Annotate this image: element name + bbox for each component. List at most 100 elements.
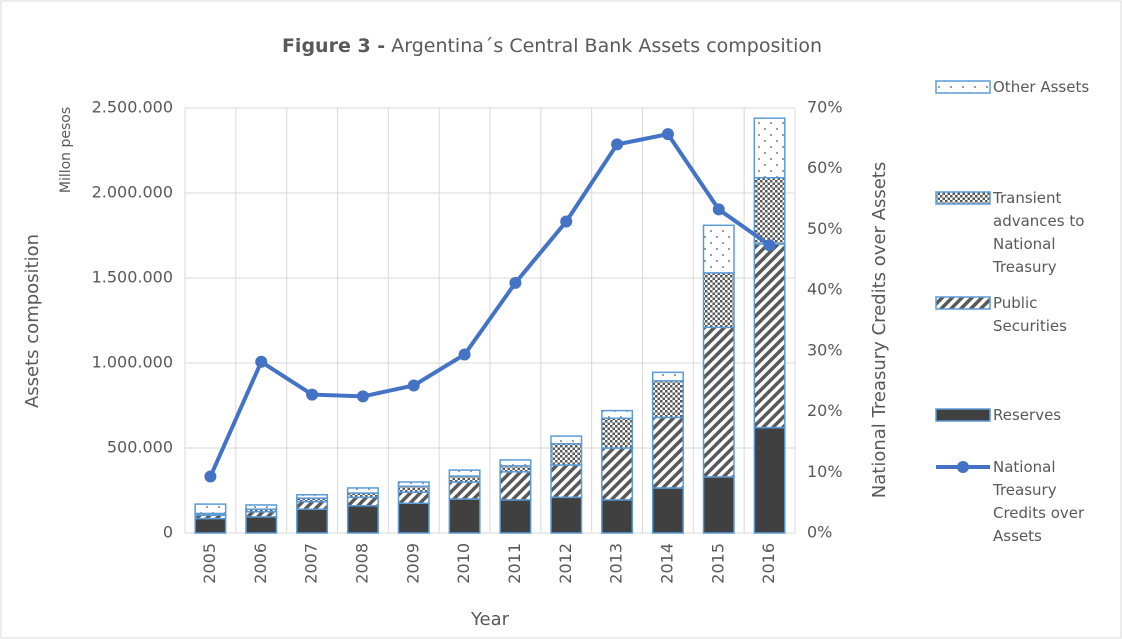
y2-tick-label: 0% [807, 523, 832, 542]
bar-segment [753, 176, 786, 245]
chart-title-group: Figure 3 - Argentina´s Central Bank Asse… [282, 35, 822, 57]
x-tick-label: 2015 [708, 543, 727, 584]
bar-segment [448, 475, 481, 483]
bar-segment [702, 476, 735, 534]
y2-tick-label: 60% [807, 158, 843, 177]
x-tick-label: 2010 [454, 543, 473, 584]
y2-tick-label: 50% [807, 219, 843, 238]
y2-tick-label: 10% [807, 462, 843, 481]
bar-segment [702, 272, 735, 329]
bar-segment [702, 326, 735, 478]
x-tick-label: 2008 [352, 543, 371, 584]
x-tick-label: 2007 [302, 543, 321, 584]
bar-segment [448, 481, 481, 500]
line-marker [509, 276, 522, 289]
x-tick-label: 2012 [556, 543, 575, 584]
bar-segment [499, 471, 532, 501]
line-marker [661, 128, 674, 141]
legend-entry: National Treasury Credits over Assets [993, 458, 1085, 545]
legend-swatch [935, 191, 991, 205]
line-marker [712, 203, 725, 216]
legend-entry: Transient advances to National Treasury [993, 189, 1085, 276]
bar-segment [296, 500, 329, 510]
line-marker [306, 388, 319, 401]
legend-swatch [935, 80, 991, 94]
bar-segment [499, 465, 532, 473]
line-marker [560, 215, 573, 228]
bar-segment [448, 469, 481, 477]
y-tick-label: 1.500.000 [92, 268, 173, 287]
bar-segment [448, 498, 481, 534]
bar-segment [550, 496, 583, 534]
bar-segment [397, 491, 430, 505]
y-axis-label: Assets composition [22, 234, 43, 408]
y2-tick-label: 70% [807, 98, 843, 117]
y2-tick-label: 30% [807, 340, 843, 359]
line-marker [611, 138, 624, 151]
y2-tick-label: 40% [807, 280, 843, 299]
y-tick-label: 2.500.000 [92, 98, 173, 117]
bar-segment [499, 459, 532, 467]
x-tick-label: 2013 [607, 543, 626, 584]
bar-segment [753, 426, 786, 534]
bar-segment [245, 516, 278, 534]
x-axis-label: Year [470, 609, 510, 630]
y2-axis-label: National Treasury Credits over Assets [869, 162, 890, 498]
line-marker [763, 239, 776, 252]
bar-segment [601, 417, 634, 449]
chart-title-prefix: Figure 3 - [282, 35, 385, 57]
bar-segment [245, 504, 278, 510]
x-tick-label: 2009 [403, 543, 422, 584]
line-marker [255, 355, 268, 368]
bar-segment [651, 416, 684, 489]
bar-segment [296, 494, 329, 499]
bar-segment [651, 487, 684, 534]
legend-entry: Public Securities [993, 294, 1067, 335]
y2-tick-label: 20% [807, 401, 843, 420]
legend-swatch [935, 408, 991, 422]
bar-segment [346, 496, 379, 507]
bar-segment [194, 517, 227, 534]
legend-swatch [935, 296, 991, 310]
bar-segment [601, 499, 634, 534]
line-marker [204, 470, 217, 483]
bar-segment [702, 224, 735, 274]
bar-segment [397, 502, 430, 534]
legend-marker [957, 461, 969, 473]
bar-segment [499, 499, 532, 534]
bar-segment [397, 481, 430, 487]
x-tick-label: 2014 [657, 543, 676, 584]
chart-title: Argentina´s Central Bank Assets composit… [391, 35, 822, 57]
y-tick-label: 0 [163, 523, 173, 542]
x-tick-label: 2016 [759, 543, 778, 584]
bar-segment [753, 117, 786, 179]
line-marker [356, 390, 369, 403]
bar-segment [296, 508, 329, 534]
y-tick-label: 1.000.000 [92, 353, 173, 372]
bar-segment [651, 380, 684, 419]
legend-entry: Other Assets [993, 78, 1090, 96]
x-tick-label: 2005 [200, 543, 219, 584]
legend-entry: Reserves [993, 406, 1062, 424]
bar-segment [245, 511, 278, 518]
x-tick-label: 2011 [505, 543, 524, 584]
bar-segment [346, 505, 379, 534]
bar-segment [550, 464, 583, 499]
bar-segment [601, 409, 634, 420]
y-unit-label: Millon pesos [58, 107, 74, 193]
bar-segment [194, 503, 227, 515]
line [208, 131, 771, 478]
line-marker [458, 348, 471, 361]
bar-segment [651, 371, 684, 382]
y-tick-label: 500.000 [107, 438, 173, 457]
bar-segment [397, 485, 430, 493]
x-tick-label: 2006 [251, 543, 270, 584]
bar-segment [346, 487, 379, 494]
y-tick-label: 2.000.000 [92, 183, 173, 202]
line-marker [407, 379, 420, 392]
bar-segment [550, 443, 583, 466]
bar-segment [601, 447, 634, 501]
bar-segment [550, 435, 583, 445]
